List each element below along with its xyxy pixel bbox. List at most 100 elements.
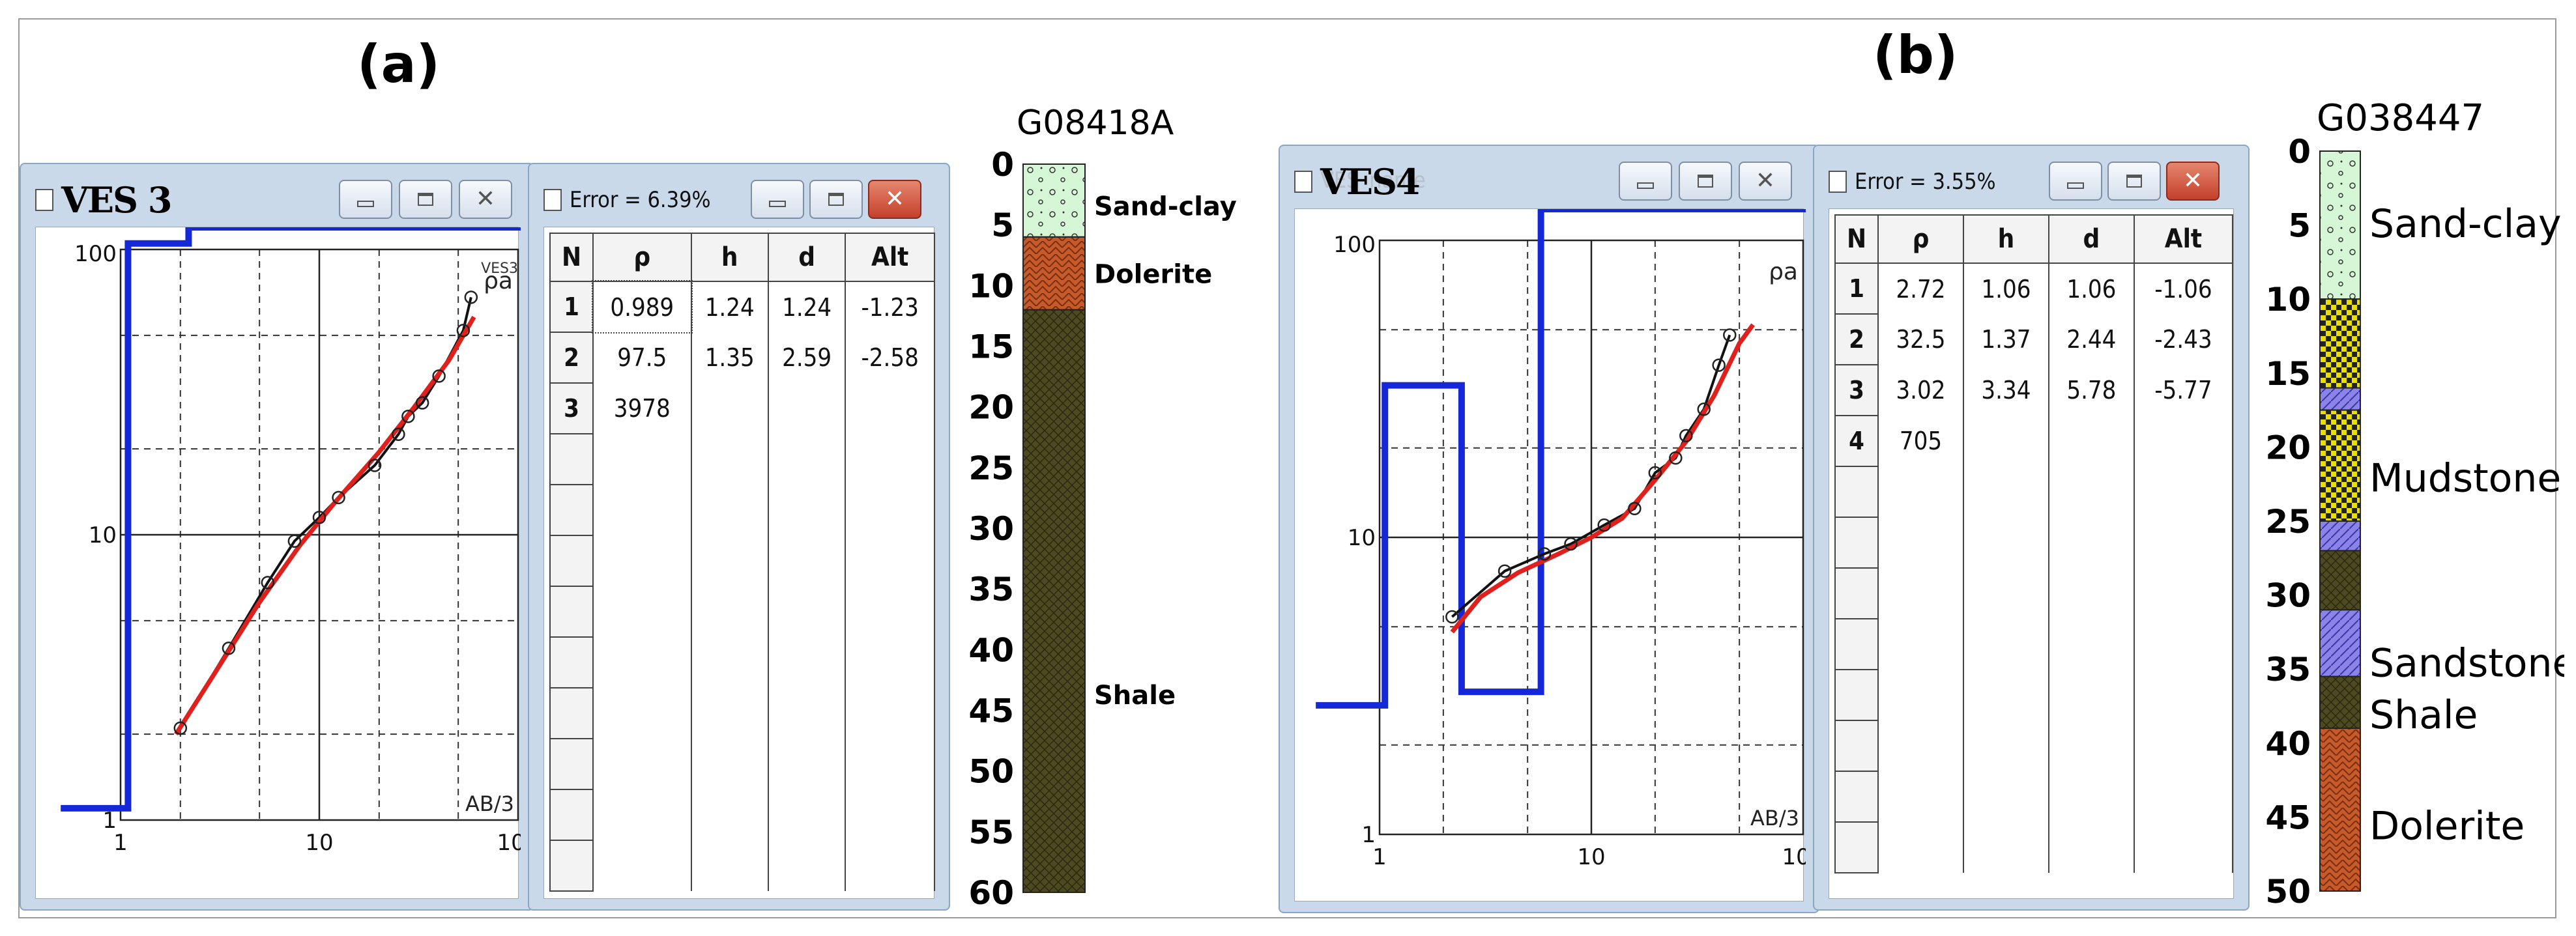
table-cell[interactable] — [690, 485, 769, 535]
table-cell[interactable] — [1962, 416, 2049, 466]
table-row[interactable] — [549, 484, 935, 536]
table-row[interactable] — [1834, 618, 2234, 670]
table-cell[interactable] — [767, 535, 847, 586]
table-cell[interactable] — [592, 739, 692, 789]
minimize-button[interactable] — [2049, 162, 2102, 201]
table-cell[interactable]: 2.72 — [1877, 263, 1964, 314]
table-cell[interactable]: 0.989 — [592, 280, 693, 333]
table-cell[interactable] — [2133, 416, 2234, 466]
row-number-cell[interactable] — [549, 840, 594, 892]
table-cell[interactable]: -1.23 — [845, 281, 935, 332]
table-cell[interactable] — [845, 789, 935, 840]
row-number-cell[interactable] — [549, 586, 594, 638]
table-row[interactable]: 4 705 — [1834, 415, 2234, 467]
row-number-cell[interactable]: 3 — [1834, 364, 1879, 416]
table-cell[interactable] — [592, 434, 692, 485]
table-cell[interactable]: 1.37 — [1962, 314, 2049, 365]
table-row[interactable] — [549, 636, 935, 688]
table-cell[interactable] — [592, 789, 692, 840]
table-cell[interactable] — [690, 586, 769, 637]
table-cell[interactable] — [2048, 568, 2135, 619]
table-cell[interactable] — [767, 789, 847, 840]
table-cell[interactable]: 3978 — [592, 383, 692, 434]
table-cell[interactable] — [2048, 517, 2135, 568]
row-number-cell[interactable] — [1834, 669, 1879, 721]
table-cell[interactable] — [1877, 670, 1964, 720]
row-number-cell[interactable] — [549, 738, 594, 790]
table-cell[interactable] — [690, 789, 769, 840]
row-number-cell[interactable] — [1834, 720, 1879, 772]
row-number-cell[interactable] — [549, 484, 594, 536]
column-header[interactable]: d — [767, 233, 847, 282]
close-button[interactable]: ✕ — [459, 180, 512, 219]
table-cell[interactable] — [690, 434, 769, 485]
table-cell[interactable] — [690, 383, 769, 434]
table-cell[interactable] — [767, 688, 847, 739]
table-cell[interactable]: 1.24 — [767, 281, 847, 332]
table-cell[interactable] — [2133, 822, 2234, 873]
table-cell[interactable] — [2048, 466, 2135, 517]
table-cell[interactable] — [767, 840, 847, 891]
table-cell[interactable]: 1.35 — [690, 332, 769, 383]
table-cell[interactable] — [1962, 720, 2049, 771]
table-row[interactable]: 1 0.989 1.24 1.24 -1.23 — [549, 280, 935, 333]
table-cell[interactable] — [845, 485, 935, 535]
row-number-cell[interactable] — [549, 687, 594, 739]
table-cell[interactable]: 5.78 — [2048, 365, 2135, 416]
table-cell[interactable] — [1962, 568, 2049, 619]
table-cell[interactable] — [1962, 822, 2049, 873]
ves4-plot-window[interactable]: VES_name VES4 ✕ 1 10 100 1 10 100 AB/3 ρa — [1279, 145, 1824, 913]
table-cell[interactable] — [1877, 568, 1964, 619]
table-cell[interactable] — [592, 840, 692, 891]
table-row[interactable] — [1834, 466, 2234, 518]
ves3-table-title-bar[interactable]: Error = 6.39% — [543, 181, 711, 219]
table-cell[interactable] — [2133, 568, 2234, 619]
table-cell[interactable] — [690, 535, 769, 586]
table-cell[interactable] — [592, 485, 692, 535]
maximize-button[interactable] — [1679, 162, 1732, 201]
row-number-cell[interactable] — [549, 636, 594, 688]
row-number-cell[interactable] — [549, 433, 594, 485]
row-number-cell[interactable] — [549, 789, 594, 841]
row-number-cell[interactable] — [1834, 821, 1879, 873]
table-cell[interactable] — [592, 637, 692, 688]
close-button[interactable]: ✕ — [1739, 162, 1792, 201]
table-cell[interactable] — [1877, 822, 1964, 873]
table-row[interactable]: 2 97.5 1.35 2.59 -2.58 — [549, 332, 935, 384]
table-row[interactable] — [549, 840, 935, 892]
table-cell[interactable] — [767, 586, 847, 637]
close-button[interactable]: ✕ — [2166, 162, 2220, 201]
table-row[interactable] — [1834, 567, 2234, 619]
table-cell[interactable] — [2133, 720, 2234, 771]
table-cell[interactable] — [1877, 466, 1964, 517]
table-cell[interactable] — [2048, 416, 2135, 466]
table-cell[interactable] — [767, 739, 847, 789]
table-cell[interactable]: 1.24 — [690, 281, 769, 332]
table-cell[interactable]: 3.34 — [1962, 365, 2049, 416]
column-header[interactable]: h — [690, 233, 769, 282]
table-cell[interactable] — [1877, 619, 1964, 670]
table-row[interactable]: 3 3.02 3.34 5.78 -5.77 — [1834, 364, 2234, 416]
maximize-button[interactable] — [2107, 162, 2161, 201]
table-row[interactable]: 1 2.72 1.06 1.06 -1.06 — [1834, 262, 2234, 315]
row-number-cell[interactable] — [1834, 771, 1879, 823]
table-cell[interactable] — [2133, 619, 2234, 670]
table-cell[interactable] — [845, 535, 935, 586]
table-cell[interactable]: -2.58 — [845, 332, 935, 383]
table-cell[interactable] — [845, 586, 935, 637]
table-cell[interactable] — [845, 434, 935, 485]
table-cell[interactable] — [592, 535, 692, 586]
column-header[interactable]: N — [1834, 214, 1879, 264]
ves3-title-bar[interactable]: VES 3 — [35, 179, 172, 221]
table-cell[interactable]: 1.06 — [2048, 263, 2135, 314]
column-header[interactable]: Alt — [845, 233, 935, 282]
table-cell[interactable]: 2.44 — [2048, 314, 2135, 365]
table-cell[interactable] — [767, 637, 847, 688]
table-cell[interactable] — [1962, 619, 2049, 670]
table-cell[interactable] — [690, 840, 769, 891]
table-cell[interactable] — [2048, 670, 2135, 720]
table-cell[interactable] — [2133, 517, 2234, 568]
table-cell[interactable] — [1962, 466, 2049, 517]
